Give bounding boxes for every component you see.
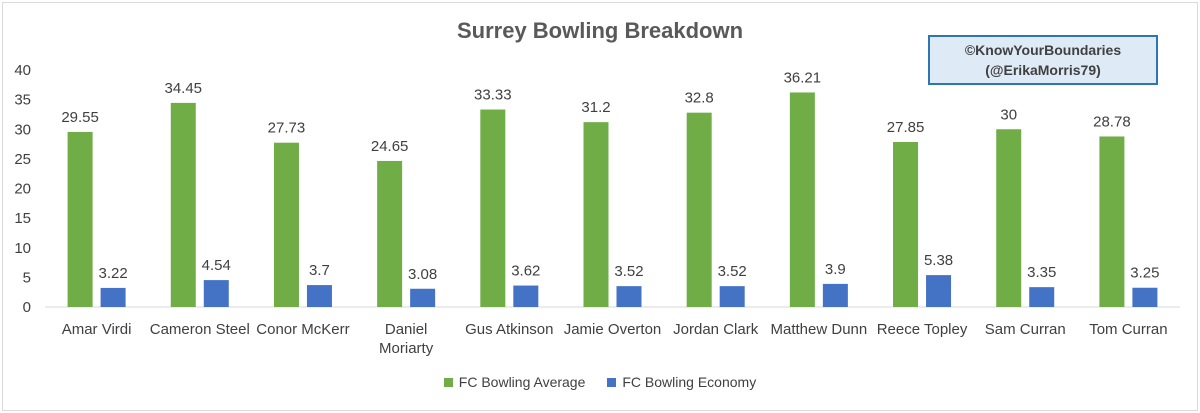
y-tick-label: 35 [14,92,31,109]
bar-average [480,109,506,308]
data-label-economy: 3.9 [825,261,846,278]
y-tick-label: 5 [23,269,31,286]
watermark-box: ©KnowYourBoundaries (@ErikaMorris79) [928,35,1158,85]
y-tick-label: 40 [14,62,31,79]
y-tick-label: 10 [14,240,31,257]
legend-item-economy: FC Bowling Economy [607,374,756,390]
data-label-average: 27.73 [268,120,306,137]
bar-economy [306,285,332,307]
legend-item-average: FC Bowling Average [443,374,586,390]
data-label-average: 29.55 [61,109,99,126]
bar-average [273,142,299,307]
x-tick-label: Jordan Clark [673,321,759,338]
legend-swatch-average [443,377,453,387]
x-tick-label: Jamie Overton [564,321,662,338]
bar-economy [203,280,229,307]
data-label-average: 30 [1000,106,1017,123]
bar-average [686,112,712,307]
bar-economy [719,286,745,307]
data-label-economy: 3.25 [1130,265,1159,282]
x-tick-label: Conor McKerr [256,321,349,338]
legend-label-economy: FC Bowling Economy [622,374,757,390]
x-tick-label: Amar Virdi [62,321,132,338]
data-label-economy: 3.08 [408,266,437,283]
bar-economy [410,288,436,307]
x-tick-label: Cameron Steel [150,321,250,338]
bar-average [67,131,93,307]
x-tick-label: Reece Topley [877,321,968,338]
x-tick-label: Matthew Dunn [771,321,868,338]
x-tick-label: Moriarty [379,340,434,357]
data-label-average: 32.8 [685,90,714,107]
legend: FC Bowling Average FC Bowling Economy [0,374,1200,390]
data-label-economy: 3.22 [98,265,127,282]
bar-economy [822,283,848,307]
y-tick-label: 30 [14,121,31,138]
data-label-average: 34.45 [164,80,202,97]
data-label-economy: 4.54 [202,257,231,274]
bar-average [789,92,815,307]
data-label-average: 27.85 [887,119,925,136]
legend-swatch-economy [607,377,617,387]
bar-average [1099,136,1125,307]
x-tick-label: Tom Curran [1089,321,1167,338]
data-label-average: 36.21 [784,69,822,86]
watermark-line-1: ©KnowYourBoundaries [964,42,1122,58]
data-label-economy: 3.62 [511,263,540,280]
bar-economy [100,287,126,307]
data-label-economy: 3.52 [614,263,643,280]
y-tick-label: 25 [14,151,31,168]
data-label-economy: 5.38 [924,252,953,269]
watermark-line-2: (@ErikaMorris79) [985,62,1101,78]
data-label-average: 28.78 [1093,113,1131,130]
bar-average [893,141,919,307]
bar-average [170,102,196,307]
bar-economy [513,285,539,307]
bar-economy [1029,287,1055,307]
y-tick-label: 15 [14,210,31,227]
y-tick-label: 0 [23,299,31,316]
bar-average [583,122,609,307]
bar-average [996,129,1022,307]
y-tick-label: 20 [14,181,31,198]
chart-title: Surrey Bowling Breakdown [456,18,744,43]
data-label-average: 24.65 [371,138,409,155]
legend-label-average: FC Bowling Average [458,374,586,390]
x-tick-label: Sam Curran [985,321,1066,338]
bar-average [377,160,403,307]
data-label-economy: 3.35 [1027,264,1056,281]
bar-economy [1132,287,1158,307]
data-label-economy: 3.52 [718,263,747,280]
x-tick-label: Gus Atkinson [465,321,553,338]
data-label-economy: 3.7 [309,262,330,279]
x-tick-label: Daniel [385,321,428,338]
bar-economy [926,275,952,307]
data-label-average: 33.33 [474,87,512,104]
data-label-average: 31.2 [581,99,610,116]
bar-economy [616,286,642,307]
